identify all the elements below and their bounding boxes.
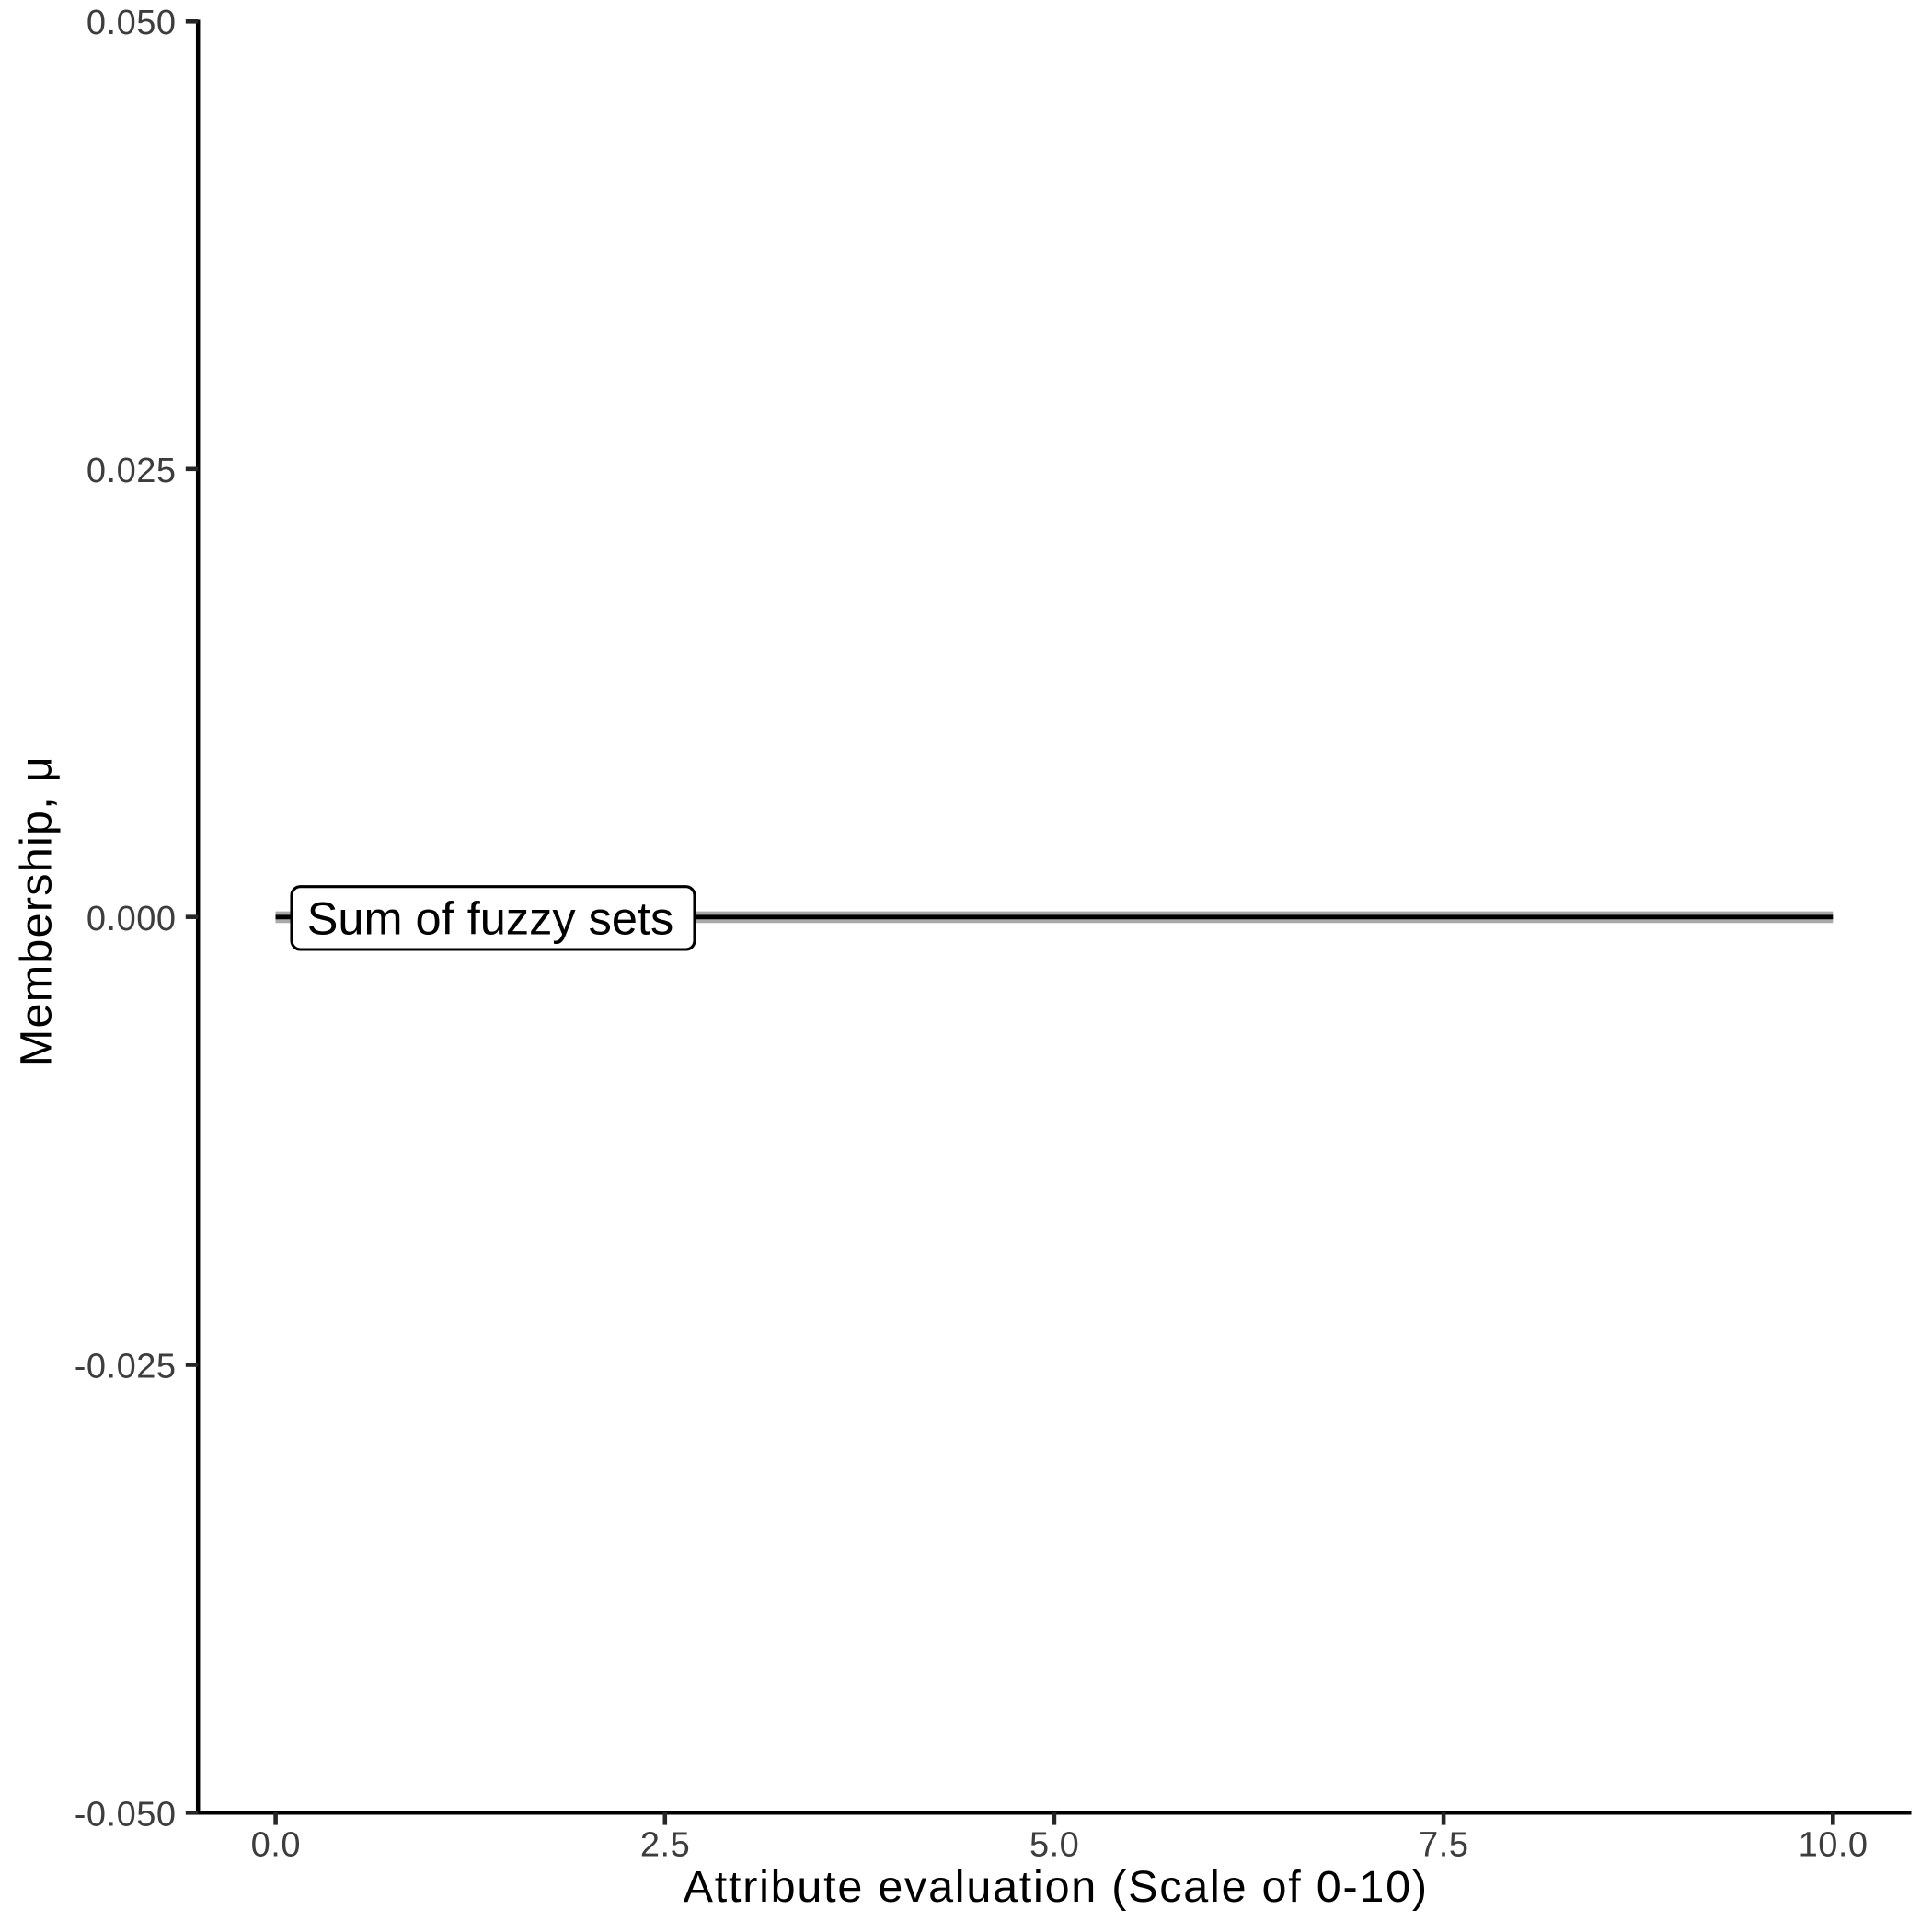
svg-text:0.025: 0.025 (86, 452, 177, 490)
svg-text:0.000: 0.000 (86, 900, 177, 938)
svg-text:Membership, μ: Membership, μ (12, 755, 62, 1066)
svg-text:0.050: 0.050 (86, 4, 177, 42)
svg-text:-0.050: -0.050 (75, 1795, 177, 1834)
svg-text:7.5: 7.5 (1419, 1825, 1468, 1864)
svg-text:5.0: 5.0 (1029, 1825, 1079, 1864)
svg-text:10.0: 10.0 (1799, 1825, 1869, 1864)
svg-text:2.5: 2.5 (640, 1825, 690, 1864)
svg-text:0.0: 0.0 (251, 1825, 301, 1864)
svg-text:Sum of fuzzy sets: Sum of fuzzy sets (307, 892, 674, 945)
svg-text:-0.025: -0.025 (75, 1348, 177, 1386)
svg-text:Attribute evaluation (Scale of: Attribute evaluation (Scale of 0-10) (684, 1862, 1429, 1912)
